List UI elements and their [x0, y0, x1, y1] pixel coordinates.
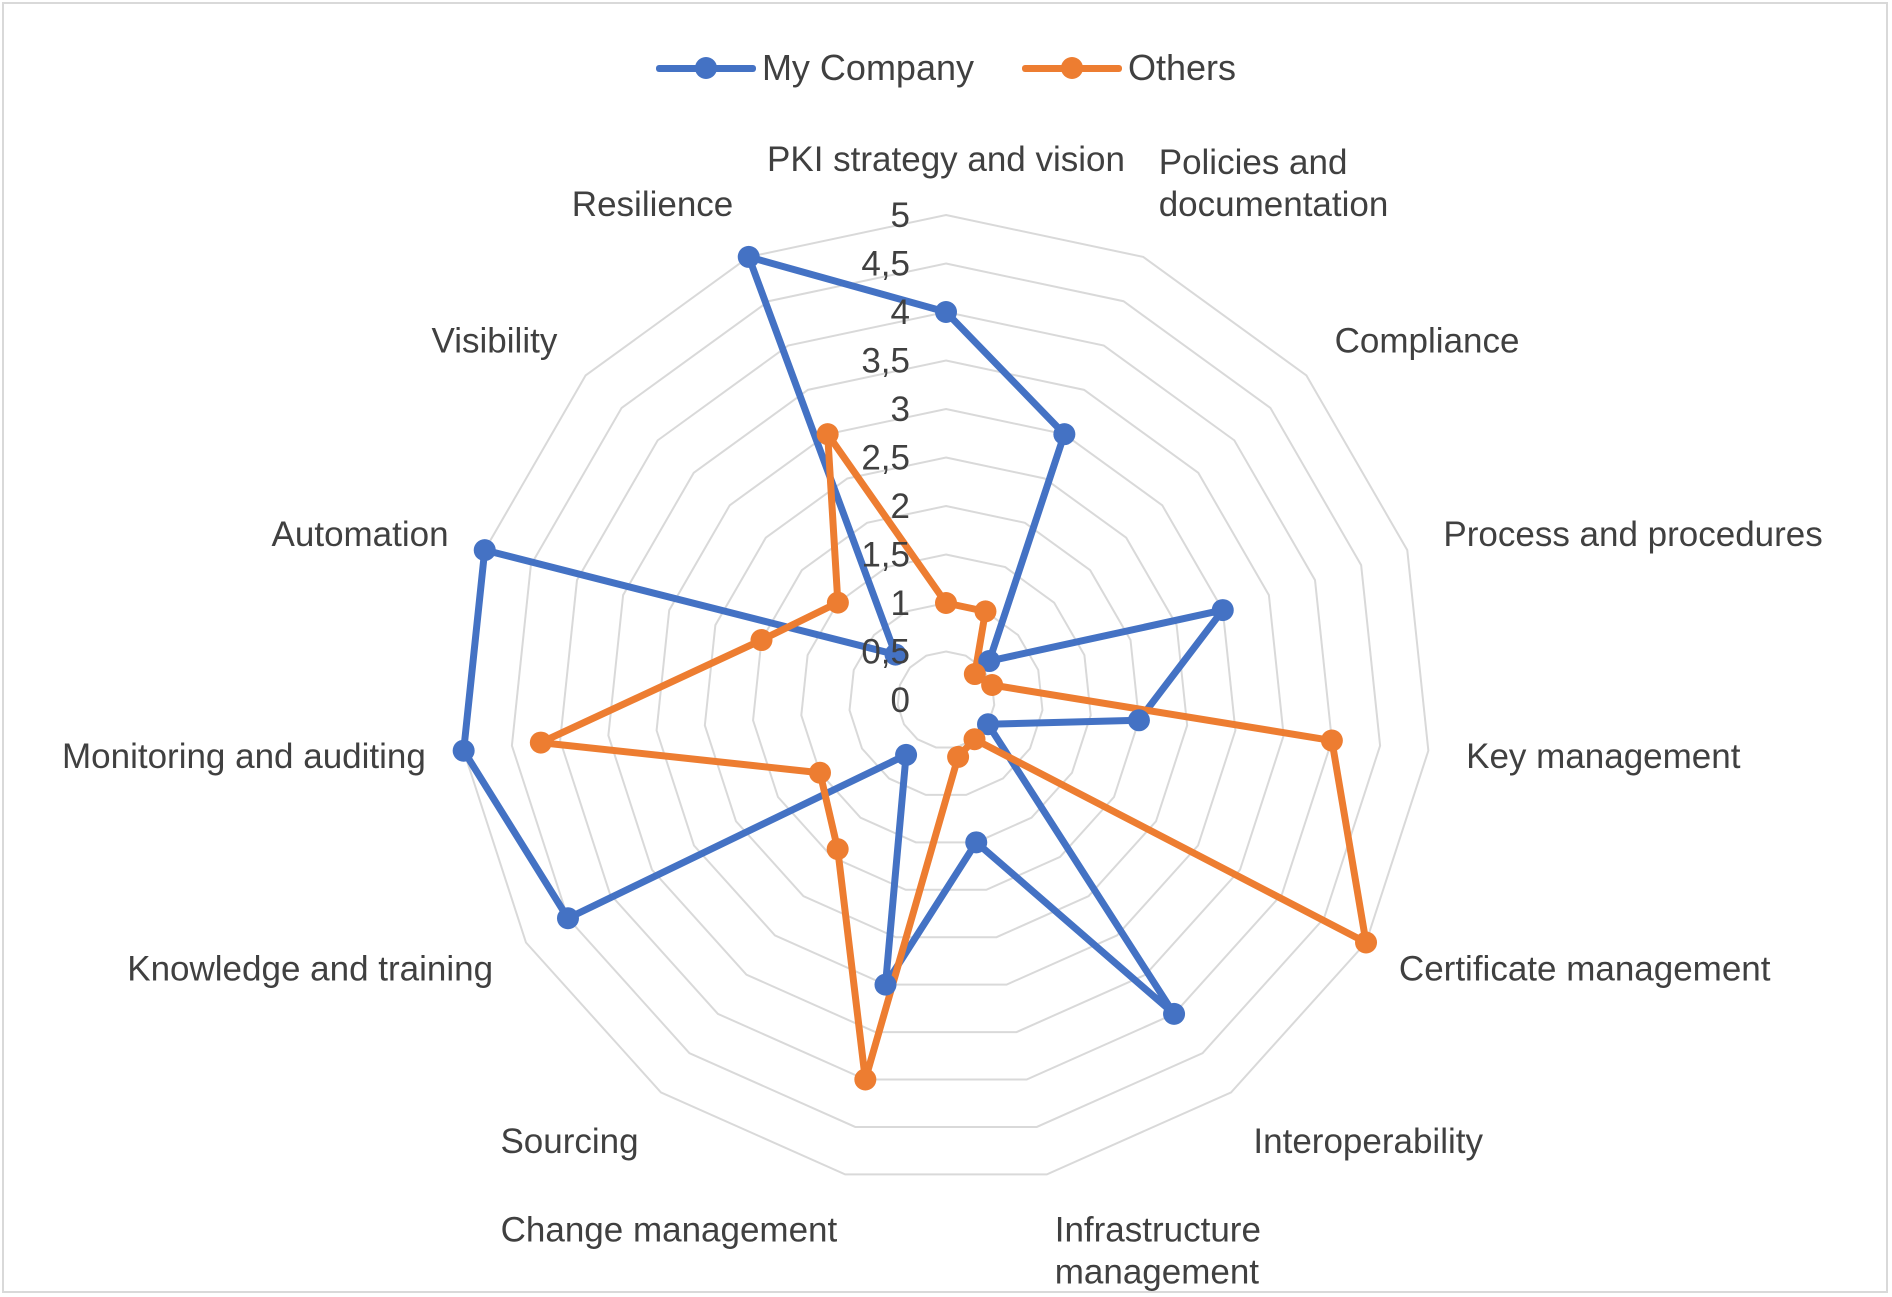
tick-label: 1 [891, 584, 910, 623]
category-label-process-and-procedures: Process and procedures [1443, 515, 1822, 554]
legend-marker-others [1061, 57, 1083, 79]
radar-series [452, 245, 1378, 1091]
tick-label: 2 [891, 487, 910, 526]
data-point-others [947, 745, 970, 768]
tick-label: 0,5 [861, 633, 910, 672]
data-point-my-company [1211, 599, 1234, 622]
data-point-others [963, 728, 986, 751]
legend-swatch-my-company [655, 53, 756, 83]
category-label-sourcing: Sourcing [500, 1122, 638, 1161]
data-point-my-company [965, 831, 988, 854]
category-labels: PKI strategy and vision Policies and docum… [62, 140, 1823, 1292]
data-point-my-company [1163, 1002, 1186, 1025]
data-point-others [974, 600, 997, 623]
tick-label: 0 [891, 681, 910, 720]
tick-label: 3,5 [861, 342, 910, 381]
category-label-certificate-management: Certificate management [1399, 950, 1771, 989]
category-label-resilience: Resilience [572, 185, 733, 224]
tick-label: 2,5 [861, 439, 910, 478]
category-label-compliance: Compliance [1335, 322, 1520, 361]
data-point-my-company [977, 713, 1000, 736]
legend: My Company Others [0, 46, 1892, 90]
tick-label: 3 [891, 390, 910, 429]
grid-ring [510, 262, 1382, 1128]
data-point-my-company [874, 973, 897, 996]
data-point-my-company [1053, 423, 1076, 446]
category-label-infrastructure-management: Infrastructure management [1055, 1211, 1261, 1292]
data-point-my-company [935, 301, 957, 323]
data-point-my-company [884, 643, 907, 666]
grid-ring [607, 359, 1285, 1034]
category-label-policies-and-documentation: Policies and documentation [1159, 143, 1389, 224]
legend-marker-my-company [694, 57, 717, 79]
grid-ring [462, 213, 1430, 1176]
data-point-others [981, 674, 1004, 697]
radial-tick-labels: 0 0,5 1 1,5 2 2,5 3 3,5 4 4,5 5 [861, 196, 910, 720]
legend-label-my-company: My Company [761, 47, 974, 88]
data-point-my-company [556, 907, 579, 930]
data-point-my-company [473, 539, 496, 562]
data-point-others [529, 731, 552, 754]
grid-ring [703, 456, 1189, 939]
data-point-my-company [737, 245, 760, 268]
data-point-others [808, 761, 831, 784]
data-point-others [935, 592, 957, 614]
data-point-my-company [452, 739, 475, 762]
category-label-knowledge-and-training: Knowledge and training [127, 950, 493, 989]
legend-entry-others: Others [1022, 47, 1236, 89]
data-point-others [1355, 931, 1378, 954]
grid-ring [655, 407, 1237, 986]
category-label-interoperability: Interoperability [1253, 1122, 1483, 1161]
data-point-others [750, 629, 773, 652]
legend-entry-my-company: My Company [655, 47, 974, 89]
data-point-others [854, 1068, 877, 1091]
category-label-pki-strategy-and-vision: PKI strategy and vision [767, 140, 1125, 179]
data-point-others [1320, 729, 1343, 752]
grid-ring [800, 553, 1092, 844]
legend-swatch-others [1022, 53, 1122, 83]
grid-ring [559, 310, 1333, 1081]
data-point-others [826, 591, 849, 614]
data-point-my-company [895, 743, 918, 766]
data-point-my-company [978, 650, 1001, 673]
category-label-visibility: Visibility [432, 322, 558, 361]
category-label-change-management: Change management [501, 1211, 838, 1250]
category-label-automation: Automation [272, 515, 449, 554]
radar-grid [462, 213, 1430, 1176]
data-point-others [963, 663, 986, 686]
tick-label: 5 [891, 196, 910, 235]
tick-label: 1,5 [861, 536, 910, 575]
category-label-key-management: Key management [1466, 737, 1741, 776]
series-line-my-company [460, 253, 1227, 1018]
tick-label: 4 [891, 293, 910, 332]
data-point-my-company [1127, 709, 1150, 732]
data-point-others [816, 423, 839, 446]
category-label-monitoring-and-auditing: Monitoring and auditing [62, 737, 426, 776]
data-point-others [826, 838, 849, 861]
tick-label: 4,5 [861, 245, 910, 284]
legend-label-others: Others [1128, 47, 1237, 88]
